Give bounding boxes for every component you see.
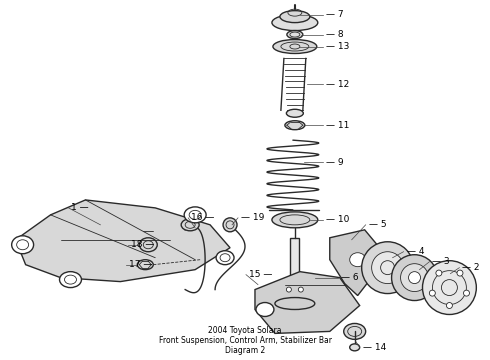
Ellipse shape: [59, 272, 81, 288]
Text: — 13: — 13: [326, 42, 349, 51]
Ellipse shape: [12, 236, 34, 254]
Text: — 2: — 2: [463, 263, 480, 272]
Text: 16 —: 16 —: [191, 213, 215, 222]
Text: — 14: — 14: [363, 343, 386, 352]
Text: — 9: — 9: [326, 158, 343, 167]
Ellipse shape: [457, 270, 463, 276]
Ellipse shape: [446, 302, 452, 309]
Ellipse shape: [350, 253, 366, 267]
Ellipse shape: [181, 219, 199, 231]
Text: — 7: — 7: [326, 10, 343, 19]
Ellipse shape: [343, 323, 366, 339]
Ellipse shape: [137, 260, 153, 270]
Ellipse shape: [350, 344, 360, 351]
Text: 18 —: 18 —: [131, 240, 155, 249]
Ellipse shape: [216, 251, 234, 265]
Text: 17 —: 17 —: [129, 260, 153, 269]
Polygon shape: [330, 230, 380, 296]
Ellipse shape: [286, 109, 303, 117]
Ellipse shape: [184, 207, 206, 223]
Ellipse shape: [409, 272, 420, 284]
Ellipse shape: [273, 40, 317, 54]
Polygon shape: [291, 238, 299, 282]
Text: — 19: — 19: [241, 213, 265, 222]
Text: — 10: — 10: [326, 215, 349, 224]
Polygon shape: [255, 272, 360, 333]
Polygon shape: [285, 282, 305, 300]
Text: 2004 Toyota Solara
Front Suspension, Control Arm, Stabilizer Bar
Diagram 2: 2004 Toyota Solara Front Suspension, Con…: [158, 325, 332, 355]
Ellipse shape: [139, 238, 157, 252]
Text: — 6: — 6: [341, 273, 358, 282]
Text: 15 —: 15 —: [249, 270, 272, 279]
Ellipse shape: [272, 212, 318, 228]
Ellipse shape: [392, 255, 438, 301]
Ellipse shape: [464, 290, 469, 296]
Text: — 11: — 11: [326, 121, 349, 130]
Ellipse shape: [256, 302, 274, 316]
Ellipse shape: [280, 11, 310, 23]
Text: — 3: — 3: [433, 257, 450, 266]
Text: 1 —: 1 —: [72, 203, 89, 212]
Polygon shape: [16, 200, 230, 282]
Ellipse shape: [298, 287, 303, 292]
Ellipse shape: [285, 121, 305, 130]
Ellipse shape: [272, 15, 318, 31]
Text: — 12: — 12: [326, 80, 349, 89]
Text: — 4: — 4: [407, 247, 424, 256]
Ellipse shape: [436, 270, 442, 276]
Text: — 5: — 5: [368, 220, 386, 229]
Ellipse shape: [371, 252, 404, 284]
Ellipse shape: [362, 242, 414, 293]
Ellipse shape: [223, 218, 237, 232]
Ellipse shape: [287, 31, 303, 39]
Text: — 8: — 8: [326, 30, 343, 39]
Ellipse shape: [422, 261, 476, 315]
Ellipse shape: [429, 290, 435, 296]
Ellipse shape: [275, 298, 315, 310]
Ellipse shape: [400, 264, 428, 292]
Ellipse shape: [286, 287, 292, 292]
